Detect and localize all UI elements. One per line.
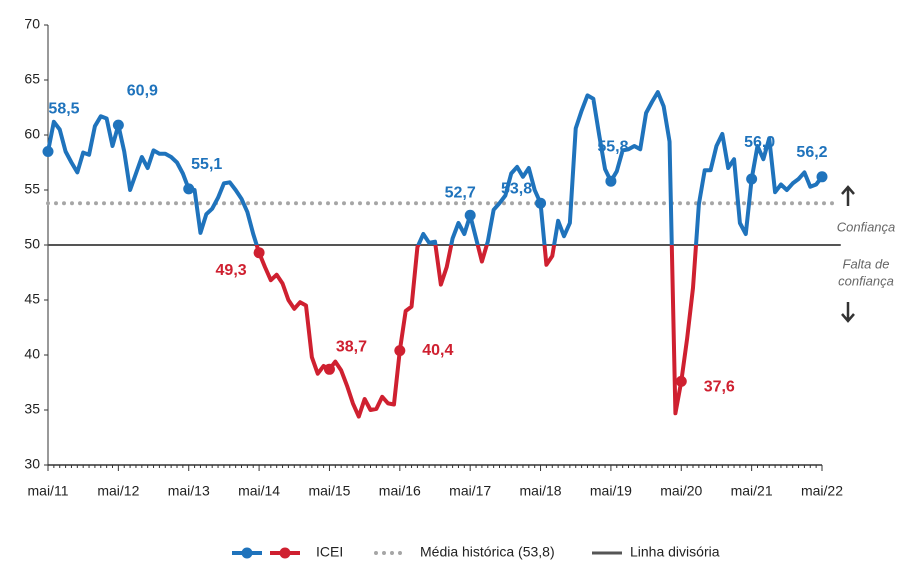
x-tick-label: mai/22: [801, 483, 843, 499]
value-label: 56,2: [796, 144, 827, 161]
legend-marker: [279, 547, 291, 559]
value-label: 52,7: [445, 185, 476, 202]
x-tick-label: mai/18: [520, 483, 562, 499]
marker: [394, 345, 406, 357]
value-label: 58,5: [48, 101, 79, 118]
x-tick-label: mai/15: [308, 483, 350, 499]
x-tick-label: mai/21: [731, 483, 773, 499]
marker: [675, 375, 687, 387]
legend-label: ICEI: [316, 544, 343, 560]
marker: [42, 146, 54, 157]
marker: [323, 363, 335, 375]
y-tick-label: 70: [24, 16, 40, 32]
annotation: confiança: [838, 273, 894, 288]
legend-label: Média histórica (53,8): [420, 544, 555, 560]
value-label: 60,9: [127, 82, 158, 99]
x-tick-label: mai/14: [238, 483, 280, 499]
marker: [253, 247, 265, 259]
y-tick-label: 60: [24, 126, 40, 142]
value-label: 37,6: [704, 379, 735, 396]
y-tick-label: 65: [24, 71, 40, 87]
value-label: 55,8: [597, 138, 628, 155]
marker: [535, 197, 547, 209]
x-tick-label: mai/16: [379, 483, 421, 499]
marker: [746, 173, 758, 185]
x-tick-label: mai/19: [590, 483, 632, 499]
x-tick-label: mai/12: [97, 483, 139, 499]
marker: [183, 183, 195, 195]
value-label: 56,0: [744, 134, 775, 151]
annotation: Falta de: [843, 256, 890, 271]
line-below: [254, 245, 699, 419]
arrow-down: [841, 302, 855, 323]
marker: [605, 175, 617, 187]
value-label: 53,8: [501, 180, 532, 197]
value-label: 55,1: [191, 156, 222, 173]
y-tick-label: 40: [24, 346, 40, 362]
x-tick-label: mai/17: [449, 483, 491, 499]
x-tick-label: mai/20: [660, 483, 702, 499]
y-tick-label: 45: [24, 291, 40, 307]
legend-marker: [241, 547, 253, 559]
value-label: 49,3: [216, 262, 247, 279]
marker: [112, 119, 124, 131]
annotation: Confiança: [837, 219, 896, 234]
y-tick-label: 55: [24, 181, 40, 197]
y-tick-label: 30: [24, 456, 40, 472]
legend-label: Linha divisória: [630, 544, 720, 560]
marker: [464, 209, 476, 221]
x-tick-label: mai/13: [168, 483, 210, 499]
value-label: 40,4: [422, 342, 453, 359]
line-above: [46, 90, 824, 245]
y-tick-label: 35: [24, 401, 40, 417]
arrow-up: [841, 185, 855, 206]
y-tick-label: 50: [24, 236, 40, 252]
marker: [816, 171, 828, 183]
x-tick-label: mai/11: [28, 483, 69, 499]
value-label: 38,7: [336, 339, 367, 356]
